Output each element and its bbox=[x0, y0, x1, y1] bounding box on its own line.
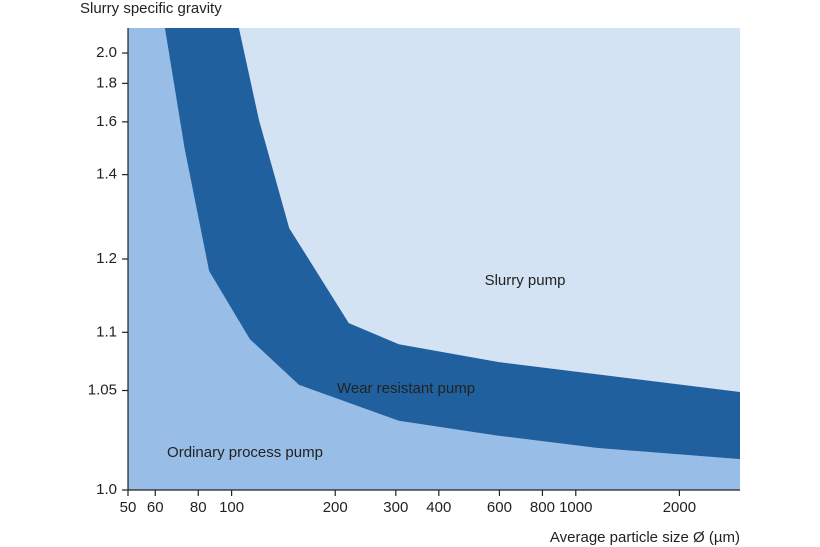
x-tick-label: 50 bbox=[120, 499, 137, 516]
x-tick-label: 800 bbox=[530, 499, 555, 516]
x-tick-label: 2000 bbox=[663, 499, 696, 516]
y-tick-label: 1.2 bbox=[96, 250, 117, 267]
ordinary-region bbox=[128, 28, 740, 490]
x-axis-title: Average particle size Ø (µm) bbox=[550, 529, 740, 546]
x-tick-label: 1000 bbox=[559, 499, 592, 516]
y-axis-title: Slurry specific gravity bbox=[80, 0, 222, 17]
y-tick-label: 2.0 bbox=[96, 44, 117, 61]
y-tick-label: 1.6 bbox=[96, 113, 117, 130]
y-tick-label: 1.1 bbox=[96, 323, 117, 340]
x-tick-label: 400 bbox=[426, 499, 451, 516]
x-tick-label: 100 bbox=[219, 499, 244, 516]
y-tick-label: 1.0 bbox=[96, 481, 117, 498]
region-label: Slurry pump bbox=[485, 272, 566, 289]
x-tick-label: 60 bbox=[147, 499, 164, 516]
y-tick-label: 1.4 bbox=[96, 166, 117, 183]
y-tick-label: 1.05 bbox=[88, 381, 117, 398]
x-tick-label: 300 bbox=[383, 499, 408, 516]
region-label: Wear resistant pump bbox=[337, 380, 475, 397]
wear-region bbox=[164, 28, 740, 460]
region-label: Ordinary process pump bbox=[167, 444, 323, 461]
y-tick-label: 1.8 bbox=[96, 74, 117, 91]
x-tick-label: 600 bbox=[487, 499, 512, 516]
x-tick-label: 200 bbox=[323, 499, 348, 516]
x-tick-label: 80 bbox=[190, 499, 207, 516]
